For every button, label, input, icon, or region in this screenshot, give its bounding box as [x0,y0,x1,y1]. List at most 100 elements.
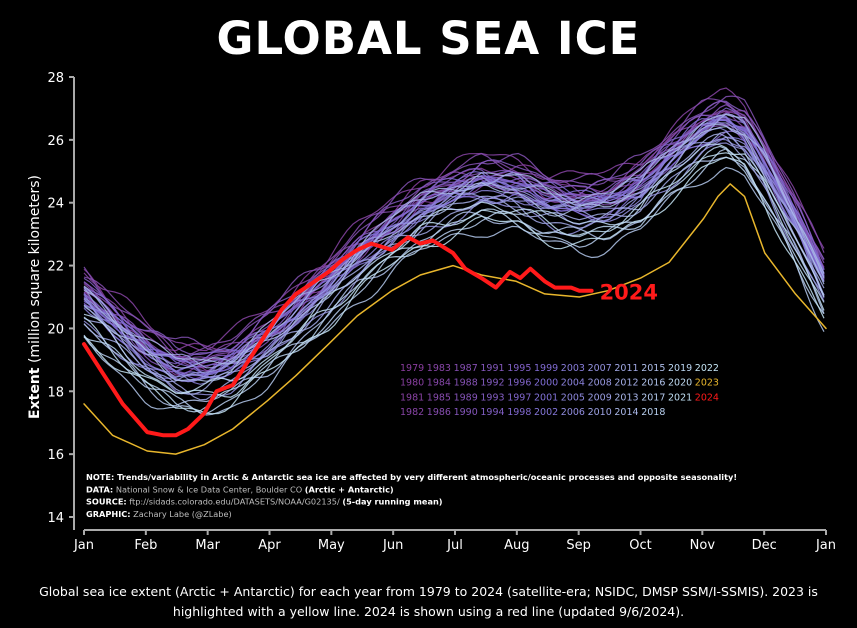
legend-year-2024: 2024 [695,392,719,403]
year-line-1984 [83,118,825,369]
legend-year-2023: 2023 [695,378,719,389]
x-tick-label: Oct [629,538,651,553]
year-line-2004 [83,116,825,385]
legend-year-1980: 1980 [400,378,424,389]
legend-year-1995: 1995 [507,363,531,374]
legend-year-1991: 1991 [480,363,504,374]
year-line-1994 [83,114,825,365]
legend-year-2003: 2003 [561,363,585,374]
legend-year-2021: 2021 [668,392,692,403]
x-tick-label: Feb [134,538,157,553]
y-tick-label: 16 [47,448,64,463]
year-line-2020 [83,143,825,395]
legend-year-2019: 2019 [668,363,692,374]
year-line-1986 [83,97,825,358]
data-line-part: (Arctic + Antarctic) [305,484,394,494]
year-line-2003 [83,112,825,376]
legend-year-1998: 1998 [507,407,531,418]
legend-year-2009: 2009 [588,392,612,403]
y-tick-label: 28 [47,71,64,86]
legend-year-2011: 2011 [614,363,638,374]
legend-year-2014: 2014 [614,407,638,418]
legend-year-1985: 1985 [427,392,451,403]
legend-year-2017: 2017 [641,392,665,403]
highlight-lines: 2024 [82,183,827,455]
source-line-part: (5-day running mean) [342,497,442,507]
graphic-line-part: GRAPHIC: [86,509,131,519]
legend-year-2022: 2022 [695,363,719,374]
legend-year-1993: 1993 [480,392,504,403]
legend-year-1982: 1982 [400,407,424,418]
x-tick-label: Mar [195,538,220,553]
x-tick-label: Apr [258,538,281,553]
year-line-2006 [83,138,825,382]
data-line-part: DATA: [86,484,113,494]
legend-year-1997: 1997 [507,392,531,403]
note-line-part: NOTE: [86,472,114,482]
legend-year-1999: 1999 [534,363,558,374]
series-2024-label: 2024 [600,281,658,305]
chart-title: GLOBAL SEA ICE [216,12,641,65]
legend-year-2020: 2020 [668,378,692,389]
legend-year-1981: 1981 [400,392,424,403]
year-line-2021 [83,152,825,398]
source-line: SOURCE: ftp://sidads.colorado.edu/DATASE… [86,497,443,507]
legend-year-1983: 1983 [427,363,451,374]
year-lines [83,87,825,416]
source-line-part: ftp://sidads.colorado.edu/DATASETS/NOAA/… [127,497,343,507]
source-line-part: SOURCE: [86,497,127,507]
y-tick-label: 24 [47,197,64,212]
y-tick-label: 20 [47,322,64,337]
year-line-1981 [83,111,825,373]
year-line-2017 [83,166,825,416]
x-tick-label: Jan [73,538,94,553]
year-line-2014 [83,113,825,365]
y-tick-label: 26 [47,134,64,149]
legend-year-2001: 2001 [534,392,558,403]
year-line-2012 [83,133,825,395]
data-line-part: National Snow & Ice Data Center, Boulder… [113,484,305,494]
legend-year-2010: 2010 [588,407,612,418]
note-line: NOTE: Trends/variability in Arctic & Ant… [86,472,737,482]
legend-year-2005: 2005 [561,392,585,403]
year-line-2015 [83,125,825,382]
y-tick-label: 22 [47,260,64,275]
year-line-2001 [83,118,825,373]
x-tick-label: Jul [446,538,463,553]
year-line-2011 [83,131,825,401]
x-tick-label: Aug [504,538,529,553]
graphic-line-part: Zachary Labe (@ZLabe) [131,509,232,519]
legend-year-2000: 2000 [534,378,558,389]
year-line-2016 [83,156,825,407]
legend-year-1992: 1992 [480,378,504,389]
y-axis-label: Extent (million square kilometers) [27,175,43,419]
legend-year-1987: 1987 [454,363,478,374]
legend-year-2016: 2016 [641,378,665,389]
year-line-1996 [83,107,825,375]
legend-year-2002: 2002 [534,407,558,418]
legend-year-1989: 1989 [454,392,478,403]
legend-year-2018: 2018 [641,407,665,418]
legend-year-2012: 2012 [614,378,638,389]
legend-year-1988: 1988 [454,378,478,389]
year-line-2002 [83,136,825,380]
year-line-2009 [83,136,825,383]
series-line-2024 [82,235,594,438]
x-tick-label: Sep [566,538,591,553]
year-line-2000 [83,118,825,377]
year-legend: 1979 1983 1987 1991 1995 1999 2003 2007 2011 2015… [400,363,719,418]
legend-year-2015: 2015 [641,363,665,374]
x-tick-label: Jan [815,538,836,553]
legend-year-1984: 1984 [427,378,451,389]
graphic-line: GRAPHIC: Zachary Labe (@ZLabe) [86,509,232,519]
year-line-2010 [83,113,825,369]
x-tick-label: May [318,538,345,553]
notes-block: NOTE: Trends/variability in Arctic & Ant… [86,472,737,519]
data-line: DATA: National Snow & Ice Data Center, B… [86,484,394,494]
year-line-1998 [83,114,825,363]
legend-year-2006: 2006 [561,407,585,418]
y-axis-label-bold: Extent [27,367,43,419]
legend-year-2004: 2004 [561,378,585,389]
